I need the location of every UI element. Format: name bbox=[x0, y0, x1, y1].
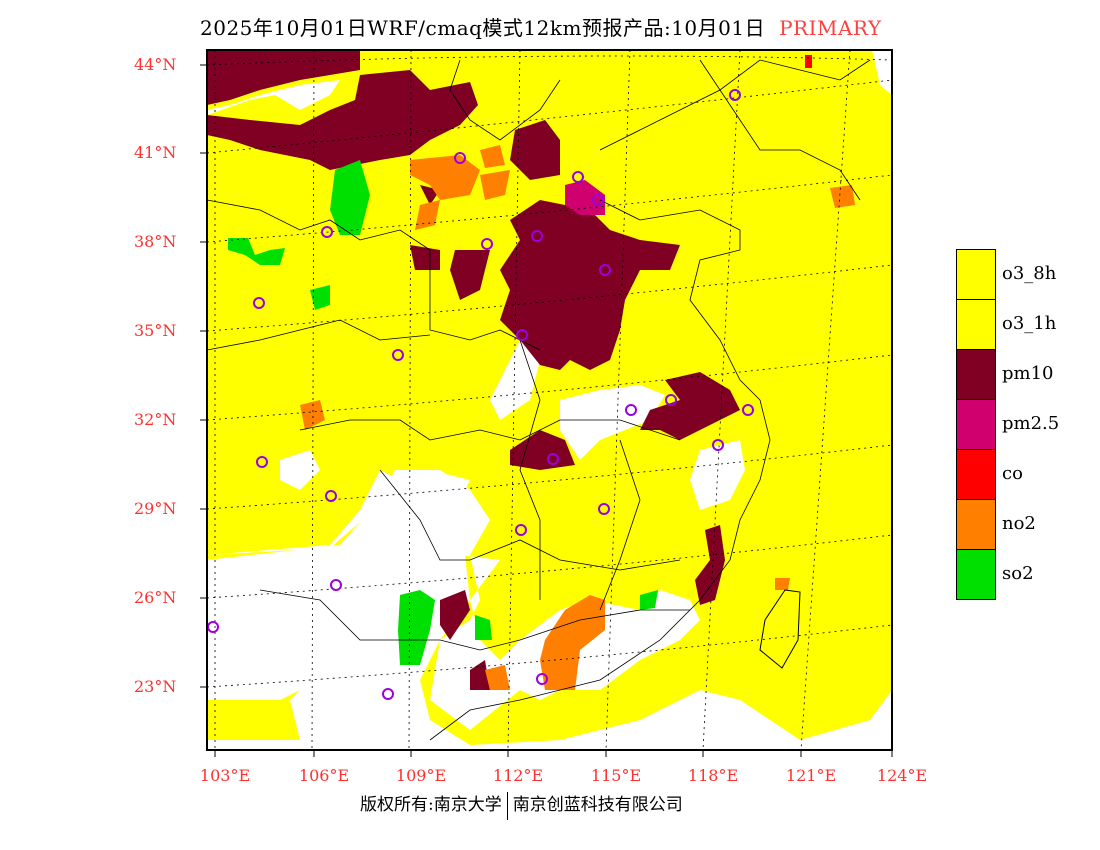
station-marker[interactable] bbox=[321, 226, 333, 238]
title-text: 2025年10月01日WRF/cmaq模式12km预报产品:10月01日 bbox=[200, 16, 766, 40]
copyright-footer: 版权所有:南京大学 南京创蓝科技有限公司 bbox=[360, 790, 683, 820]
map-title: 2025年10月01日WRF/cmaq模式12km预报产品:10月01日 PRIM… bbox=[200, 12, 882, 41]
lon-label: 106°E bbox=[298, 766, 350, 785]
station-marker[interactable] bbox=[330, 579, 342, 591]
lat-label: 44°N bbox=[134, 55, 177, 74]
clear-area-north bbox=[207, 80, 340, 115]
pm10-area bbox=[440, 372, 740, 690]
primary-tag: PRIMARY bbox=[779, 16, 882, 40]
lon-label: 112°E bbox=[492, 766, 544, 785]
legend-swatch bbox=[956, 399, 996, 450]
lon-label: 109°E bbox=[395, 766, 447, 785]
lat-label: 26°N bbox=[134, 588, 177, 607]
clear-area-northeast bbox=[872, 50, 892, 95]
legend-swatch bbox=[956, 499, 996, 550]
axis-ticks bbox=[200, 64, 893, 757]
clear-area-southwest bbox=[207, 470, 892, 750]
pm10-area bbox=[410, 120, 680, 370]
station-marker[interactable] bbox=[742, 404, 754, 416]
province-boundaries bbox=[207, 59, 871, 741]
station-marker[interactable] bbox=[729, 89, 741, 101]
station-marker[interactable] bbox=[592, 194, 604, 206]
lon-label: 103°E bbox=[199, 766, 251, 785]
lat-label: 41°N bbox=[134, 143, 177, 162]
station-marker[interactable] bbox=[599, 264, 611, 276]
station-marker[interactable] bbox=[572, 171, 584, 183]
lon-label: 115°E bbox=[590, 766, 642, 785]
station-marker[interactable] bbox=[256, 456, 268, 468]
legend-label: no2 bbox=[1002, 513, 1036, 534]
lon-label: 121°E bbox=[785, 766, 837, 785]
clear-area-central bbox=[280, 340, 745, 510]
station-marker[interactable] bbox=[625, 404, 637, 416]
station-marker[interactable] bbox=[481, 238, 493, 250]
lat-label: 29°N bbox=[134, 499, 177, 518]
legend-swatch bbox=[956, 449, 996, 500]
legend-label: pm2.5 bbox=[1002, 413, 1060, 434]
legend-label: co bbox=[1002, 463, 1023, 484]
graticule bbox=[207, 50, 892, 750]
station-marker[interactable] bbox=[536, 673, 548, 685]
taiwan-outline bbox=[759, 589, 801, 669]
pm25-area bbox=[565, 180, 605, 215]
legend-swatch bbox=[956, 249, 996, 300]
station-marker[interactable] bbox=[515, 524, 527, 536]
lon-label: 124°E bbox=[876, 766, 928, 785]
legend-swatch bbox=[956, 549, 996, 600]
copyright-left: 版权所有:南京大学 bbox=[360, 795, 502, 815]
footer-divider bbox=[506, 791, 508, 820]
station-marker[interactable] bbox=[392, 349, 404, 361]
station-marker[interactable] bbox=[382, 688, 394, 700]
station-marker[interactable] bbox=[253, 297, 265, 309]
station-marker[interactable] bbox=[665, 394, 677, 406]
lon-label: 118°E bbox=[687, 766, 739, 785]
legend-swatch bbox=[956, 299, 996, 350]
legend-label: o3_1h bbox=[1002, 313, 1057, 334]
lat-label: 35°N bbox=[134, 321, 177, 340]
station-marker[interactable] bbox=[712, 439, 724, 451]
co-area bbox=[805, 55, 812, 68]
legend-swatch bbox=[956, 349, 996, 400]
station-marker[interactable] bbox=[531, 230, 543, 242]
station-marker[interactable] bbox=[547, 453, 559, 465]
lat-label: 23°N bbox=[134, 677, 177, 696]
legend-label: so2 bbox=[1002, 563, 1034, 584]
station-marker[interactable] bbox=[516, 329, 528, 341]
station-marker[interactable] bbox=[598, 503, 610, 515]
station-marker[interactable] bbox=[325, 490, 337, 502]
legend-label: o3_8h bbox=[1002, 263, 1057, 284]
lat-label: 38°N bbox=[134, 232, 177, 251]
legend-label: pm10 bbox=[1002, 363, 1054, 384]
station-marker[interactable] bbox=[454, 152, 466, 164]
copyright-right: 南京创蓝科技有限公司 bbox=[512, 795, 683, 815]
pm10-area bbox=[207, 50, 478, 170]
lat-label: 32°N bbox=[134, 410, 177, 429]
map-frame bbox=[206, 49, 893, 751]
